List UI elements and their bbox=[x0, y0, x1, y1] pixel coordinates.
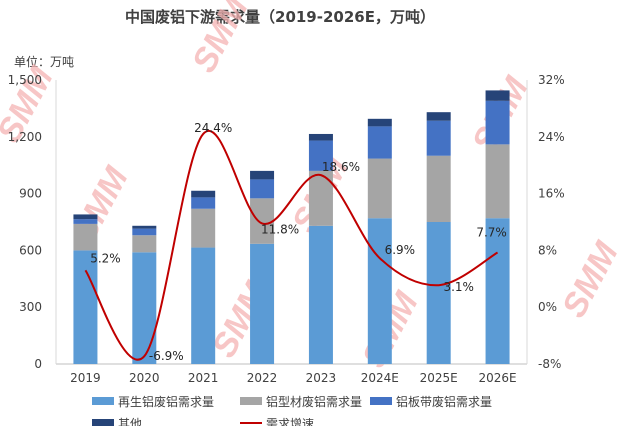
y2-tick-label: 16% bbox=[538, 187, 565, 201]
growth-data-label: 5.2% bbox=[90, 251, 121, 265]
bar-segment-profile bbox=[132, 235, 157, 253]
x-tick-label: 2021 bbox=[188, 371, 219, 385]
bar-stack-group bbox=[73, 90, 510, 364]
bar-segment-profile bbox=[308, 170, 333, 226]
x-tick-label: 2023 bbox=[306, 371, 337, 385]
bar-segment-profile bbox=[73, 223, 98, 251]
growth-data-label: 7.7% bbox=[476, 226, 507, 240]
growth-data-label: 18.6% bbox=[322, 160, 360, 174]
growth-data-label: 11.8% bbox=[261, 222, 299, 236]
watermark-logo: SMM bbox=[555, 235, 626, 323]
y-tick-label: 1,200 bbox=[8, 130, 42, 144]
legend-swatch bbox=[92, 419, 114, 426]
bar-segment-sheet bbox=[73, 219, 98, 224]
bar-segment-sheet bbox=[250, 179, 275, 199]
bar-segment-other bbox=[73, 214, 98, 220]
y2-tick-label: 0% bbox=[538, 300, 557, 314]
growth-data-label: 3.1% bbox=[443, 280, 474, 294]
bar-segment-recycled bbox=[308, 225, 333, 364]
bar-segment-profile bbox=[191, 208, 216, 248]
x-tick-label: 2020 bbox=[129, 371, 160, 385]
legend-swatch bbox=[370, 397, 392, 405]
x-tick-label: 2019 bbox=[70, 371, 101, 385]
bar-segment-sheet bbox=[485, 100, 510, 145]
y2-tick-label: 8% bbox=[538, 243, 557, 257]
bar-segment-sheet bbox=[367, 126, 392, 159]
bar-segment-other bbox=[485, 90, 510, 101]
y-tick-label: 300 bbox=[19, 300, 42, 314]
bar-segment-sheet bbox=[308, 140, 333, 171]
legend-label: 铝型材废铝需求量 bbox=[266, 394, 362, 409]
legend-label: 再生铝废铝需求量 bbox=[118, 394, 214, 409]
y-tick-label: 1,500 bbox=[8, 73, 42, 87]
growth-line bbox=[84, 130, 499, 361]
bar-segment-other bbox=[191, 190, 216, 198]
y-tick-label: 600 bbox=[19, 243, 42, 257]
bar-segment-recycled bbox=[73, 250, 98, 364]
x-tick-label: 2022 bbox=[247, 371, 278, 385]
bar-segment-profile bbox=[485, 144, 510, 219]
y2-tick-label: 32% bbox=[538, 73, 565, 87]
y2-tick-label: 24% bbox=[538, 130, 565, 144]
y-tick-label: 900 bbox=[19, 187, 42, 201]
y-tick-label: 0 bbox=[34, 357, 42, 371]
bar-segment-recycled bbox=[191, 247, 216, 364]
bar-segment-other bbox=[308, 133, 333, 141]
legend-label: 铝板带废铝需求量 bbox=[396, 394, 492, 409]
legend-swatch bbox=[92, 397, 114, 405]
growth-data-label: -6.9% bbox=[149, 349, 184, 363]
unit-label: 单位：万吨 bbox=[14, 54, 74, 69]
bar-segment-sheet bbox=[132, 228, 157, 236]
growth-line-group: 5.2% -6.9% 24.4% 11.8% 18.6% 6.9% 3.1% 7.7% bbox=[84, 121, 507, 363]
bar-segment-recycled bbox=[250, 243, 275, 364]
axes: 0 300 600 900 1,200 1,500 -8% 0% 8% 16% 24% 32% 2019… bbox=[8, 73, 565, 385]
bar-segment-recycled bbox=[426, 222, 451, 364]
bar-segment-sheet bbox=[191, 197, 216, 209]
y2-tick-label: -8% bbox=[538, 357, 561, 371]
bar-segment-sheet bbox=[426, 120, 451, 156]
growth-data-label: 24.4% bbox=[194, 121, 232, 135]
legend-label: 需求增速 bbox=[266, 417, 314, 426]
growth-data-label: 6.9% bbox=[385, 243, 416, 257]
bar-segment-other bbox=[250, 170, 275, 180]
legend-swatch bbox=[240, 397, 262, 405]
bar-segment-profile bbox=[367, 158, 392, 219]
bar-segment-recycled bbox=[132, 252, 157, 364]
bar-segment-other bbox=[132, 225, 157, 229]
bar-segment-recycled bbox=[367, 218, 392, 364]
bar-segment-profile bbox=[426, 155, 451, 222]
x-tick-label: 2024E bbox=[361, 371, 399, 385]
x-tick-label: 2026E bbox=[479, 371, 517, 385]
legend-label: 其他 bbox=[118, 417, 142, 426]
bar-segment-profile bbox=[250, 198, 275, 244]
bar-segment-other bbox=[367, 118, 392, 127]
x-tick-label: 2025E bbox=[420, 371, 458, 385]
bar-segment-other bbox=[426, 112, 451, 121]
bar-segment-recycled bbox=[485, 218, 510, 364]
chart-title: 中国废铝下游需求量（2019-2026E，万吨） bbox=[125, 8, 435, 26]
